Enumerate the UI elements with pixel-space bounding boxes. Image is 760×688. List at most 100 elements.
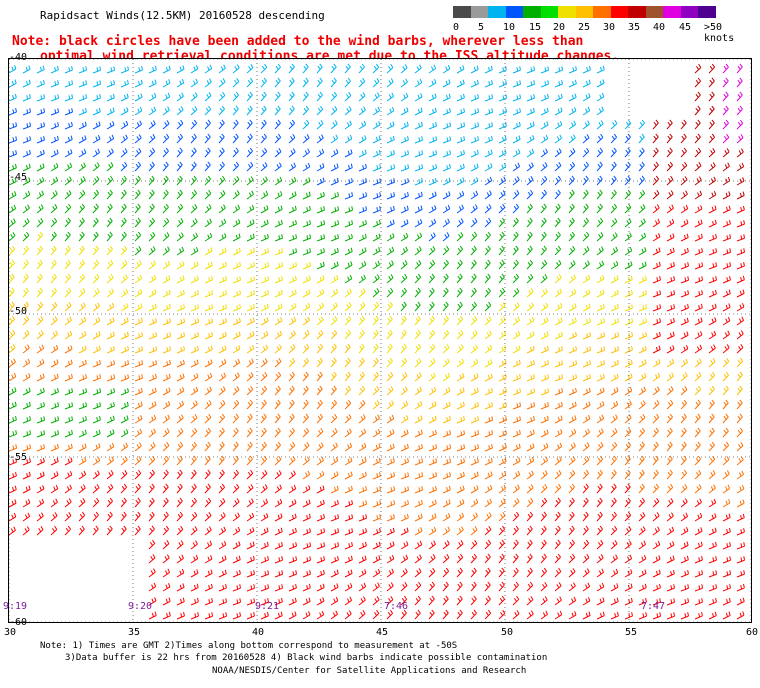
wind-barb — [8, 163, 17, 172]
wind-barb — [120, 217, 127, 228]
wind-barb — [148, 274, 157, 284]
wind-barb — [8, 287, 15, 298]
wind-barb — [456, 218, 464, 228]
wind-barb — [106, 148, 114, 158]
wind-barb — [722, 105, 729, 116]
wind-barb — [330, 149, 339, 158]
wind-barb — [414, 191, 423, 200]
wind-barb — [386, 178, 396, 186]
wind-barb — [330, 220, 340, 228]
wind-barb — [400, 232, 409, 242]
wind-barb — [512, 231, 519, 242]
wind-barb — [218, 218, 227, 228]
wind-barb — [694, 147, 702, 158]
wind-barb — [554, 161, 562, 172]
wind-barb — [652, 218, 661, 228]
wind-barb — [596, 147, 603, 158]
wind-barb — [512, 149, 521, 158]
wind-barb — [596, 189, 603, 200]
wind-barb — [386, 287, 394, 298]
wind-barb — [288, 63, 295, 74]
wind-barb — [22, 177, 31, 186]
wind-barb — [246, 276, 256, 284]
wind-barb — [456, 79, 465, 88]
wind-barb — [302, 77, 309, 88]
wind-barb — [288, 91, 295, 102]
wind-barb — [372, 121, 381, 130]
wind-barb — [442, 64, 451, 74]
wind-barb — [176, 261, 185, 270]
wind-barb — [302, 205, 311, 214]
wind-barb — [22, 149, 31, 158]
wind-barb — [694, 162, 702, 172]
scale-swatch — [610, 6, 629, 18]
wind-barb — [176, 147, 183, 158]
wind-barb — [92, 162, 100, 172]
wind-barb — [554, 175, 562, 186]
wind-barb — [260, 162, 268, 172]
wind-barb — [358, 77, 366, 88]
wind-barb — [526, 245, 533, 256]
wind-barb — [330, 177, 339, 186]
wind-barb-map — [8, 49, 752, 623]
wind-barb — [722, 119, 729, 130]
wind-barb — [302, 261, 311, 270]
wind-barb — [50, 80, 59, 88]
wind-barb — [372, 288, 380, 298]
wind-barb — [176, 92, 184, 102]
wind-barb — [64, 217, 71, 228]
wind-barb — [204, 218, 212, 228]
wind-barb — [218, 290, 228, 298]
wind-barb — [106, 107, 115, 116]
wind-barb — [722, 77, 729, 88]
wind-barb — [78, 94, 87, 102]
wind-barb — [456, 177, 465, 186]
wind-barb — [736, 105, 743, 116]
wind-barb — [372, 260, 381, 270]
scale-swatch — [470, 6, 489, 18]
wind-barb — [330, 234, 339, 242]
wind-barb — [78, 148, 87, 158]
wind-barb — [218, 233, 227, 242]
scale-label: 35 — [628, 22, 641, 33]
wind-barb — [22, 190, 31, 200]
wind-barb — [246, 77, 254, 88]
wind-barb — [204, 232, 213, 242]
scale-swatch — [540, 6, 559, 18]
wind-barb — [134, 79, 143, 88]
wind-barb — [190, 119, 198, 130]
wind-barb — [344, 247, 353, 256]
wind-barb — [414, 205, 423, 214]
wind-barb — [190, 246, 199, 256]
wind-barb — [288, 289, 297, 298]
wind-barb — [610, 260, 619, 270]
wind-barb — [428, 259, 436, 270]
wind-barb — [134, 66, 143, 74]
wind-barb — [470, 163, 479, 172]
wind-barb — [372, 92, 380, 102]
wind-barb — [302, 191, 311, 200]
wind-barb — [148, 65, 157, 74]
wind-barb — [78, 203, 85, 214]
wind-barb — [218, 147, 225, 158]
wind-barb — [582, 161, 589, 172]
wind-barb — [554, 217, 561, 228]
wind-barb — [190, 78, 199, 88]
wind-barb — [708, 190, 717, 200]
wind-barb — [302, 63, 309, 74]
wind-barb — [596, 65, 605, 74]
wind-barb — [92, 231, 99, 242]
wind-barb — [736, 205, 745, 214]
wind-barb — [232, 77, 240, 88]
wind-barb — [582, 246, 590, 256]
wind-barb — [484, 190, 492, 200]
wind-barb — [218, 133, 225, 144]
wind-barb — [106, 175, 114, 186]
wind-barb — [722, 234, 731, 242]
wind-barb — [414, 246, 422, 256]
wind-barb — [50, 245, 57, 256]
wind-barb — [386, 135, 395, 144]
wind-barb — [736, 162, 745, 172]
wind-barb — [218, 247, 227, 256]
wind-barb — [358, 178, 367, 186]
